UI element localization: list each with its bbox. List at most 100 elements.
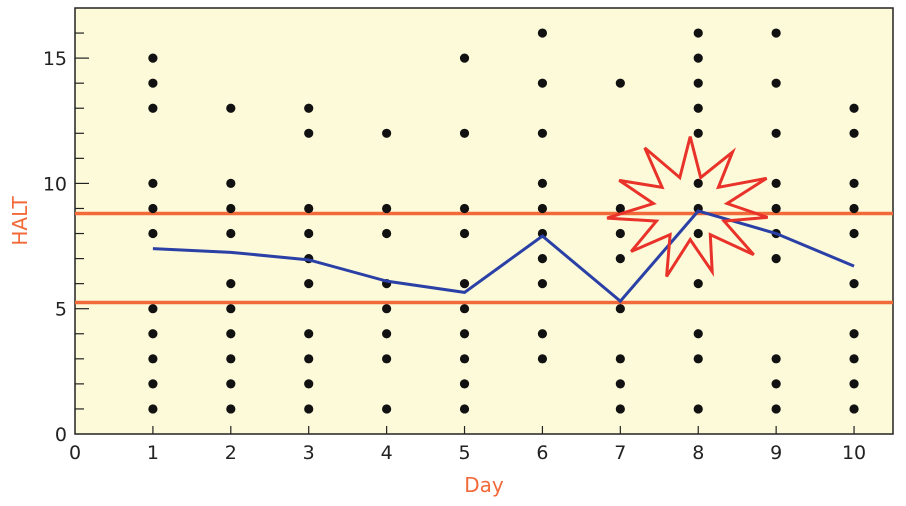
data-point: [148, 78, 158, 88]
data-point: [849, 178, 859, 189]
data-point: [849, 279, 859, 289]
x-tick-label: 4: [381, 442, 393, 464]
data-point: [849, 228, 859, 239]
x-tick-label: 0: [69, 442, 81, 464]
data-point: [226, 178, 236, 189]
data-point: [849, 404, 859, 414]
data-point: [304, 354, 314, 364]
x-axis-ticks: 0 1 2 3 4 5 6 7 8 9 10: [69, 426, 866, 464]
data-point: [382, 304, 392, 314]
data-point: [459, 329, 470, 339]
starburst-icon: [606, 136, 769, 278]
data-point: [771, 178, 781, 189]
data-point: [304, 404, 314, 414]
data-point: [148, 379, 158, 389]
data-point: [693, 329, 703, 339]
data-point: [537, 279, 548, 289]
data-point: [615, 354, 625, 364]
data-point: [771, 379, 781, 389]
data-point: [849, 128, 859, 138]
data-point: [693, 28, 703, 38]
data-point: [615, 404, 625, 414]
data-point: [771, 354, 781, 364]
data-point: [459, 53, 470, 63]
data-point: [304, 379, 314, 389]
data-point: [771, 128, 781, 138]
data-point: [459, 379, 470, 389]
data-point: [304, 329, 314, 339]
data-point: [615, 203, 625, 214]
data-point: [771, 78, 781, 88]
y-tick-label: 0: [55, 424, 67, 446]
data-point: [459, 228, 470, 239]
x-axis-title: Day: [464, 473, 504, 497]
data-point: [148, 203, 158, 214]
x-tick-label: 10: [842, 442, 866, 464]
data-point: [693, 103, 703, 113]
data-point: [693, 178, 703, 189]
data-point: [382, 203, 392, 214]
data-point: [693, 354, 703, 364]
data-point: [849, 329, 859, 339]
data-point: [459, 279, 470, 289]
data-points: [148, 28, 859, 414]
data-point: [537, 228, 548, 239]
data-point: [304, 228, 314, 239]
x-tick-label: 1: [147, 442, 159, 464]
data-point: [226, 404, 236, 414]
data-point: [537, 329, 548, 339]
data-point: [615, 253, 625, 264]
data-point: [382, 228, 392, 239]
data-point: [148, 53, 158, 63]
data-point: [148, 304, 158, 314]
data-point: [693, 404, 703, 414]
data-point: [771, 253, 781, 264]
y-axis-ticks: 0 5 10 15: [43, 32, 89, 446]
x-tick-label: 5: [458, 442, 470, 464]
data-point: [459, 304, 470, 314]
x-tick-label: 8: [692, 442, 704, 464]
data-point: [849, 103, 859, 113]
data-point: [849, 354, 859, 364]
y-tick-label: 5: [55, 299, 67, 321]
data-point: [459, 404, 470, 414]
plot-area: [74, 7, 894, 435]
y-tick-label: 15: [43, 48, 67, 70]
y-tick-label: 10: [43, 173, 67, 195]
data-point: [693, 128, 703, 138]
data-point: [537, 78, 548, 88]
data-point: [148, 228, 158, 239]
data-point: [148, 354, 158, 364]
y-axis-title: HALT: [8, 196, 32, 246]
data-point: [537, 178, 548, 189]
data-point: [771, 28, 781, 38]
data-point: [382, 354, 392, 364]
data-point: [148, 404, 158, 414]
data-point: [459, 354, 470, 364]
data-point: [537, 128, 548, 138]
data-point: [382, 128, 392, 138]
data-point: [615, 379, 625, 389]
data-point: [304, 203, 314, 214]
data-point: [693, 53, 703, 63]
data-point: [537, 203, 548, 214]
x-tick-label: 7: [614, 442, 626, 464]
data-point: [693, 279, 703, 289]
x-tick-label: 2: [225, 442, 237, 464]
data-point: [615, 78, 625, 88]
data-point: [459, 203, 470, 214]
data-point: [382, 404, 392, 414]
data-point: [226, 354, 236, 364]
data-point: [771, 404, 781, 414]
data-point: [304, 128, 314, 138]
data-point: [226, 304, 236, 314]
x-tick-label: 6: [536, 442, 548, 464]
data-point: [693, 78, 703, 88]
mean-line: [152, 209, 855, 304]
data-point: [148, 178, 158, 189]
data-point: [226, 379, 236, 389]
data-point: [148, 329, 158, 339]
data-point: [226, 329, 236, 339]
data-point: [537, 354, 548, 364]
x-tick-label: 3: [303, 442, 315, 464]
